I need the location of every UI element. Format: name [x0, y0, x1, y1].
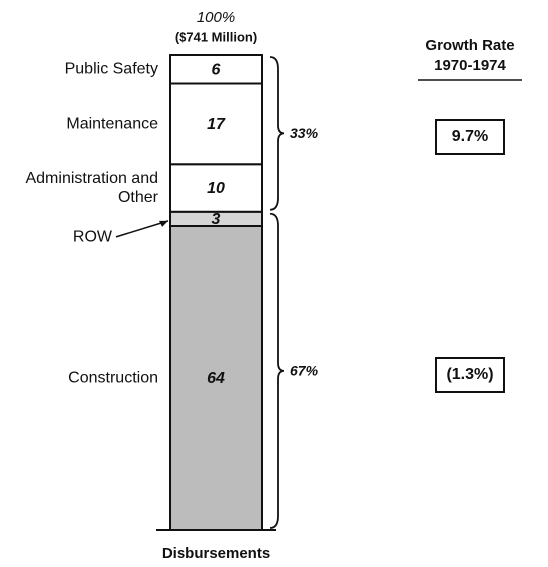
category-label: Maintenance	[66, 115, 158, 133]
category-label: Construction	[68, 369, 158, 387]
x-label: Disbursements	[162, 545, 270, 562]
total-label: 100%	[197, 9, 235, 26]
bracket	[269, 212, 285, 529]
segment-label: 3	[212, 211, 221, 228]
growth-header: 1970-1974	[434, 57, 506, 74]
arrow	[115, 220, 169, 238]
segment-label: 6	[212, 61, 221, 78]
growth-header: Growth Rate	[425, 37, 514, 54]
category-label: Administration and Other	[25, 170, 158, 206]
segment-label: 64	[207, 370, 225, 387]
bracket-label: 67%	[290, 363, 319, 379]
segment-label: 10	[207, 180, 225, 197]
bracket	[269, 56, 285, 211]
segment	[169, 82, 263, 166]
arrow-head	[159, 220, 168, 227]
segment-label: 17	[207, 116, 226, 133]
growth-rate: 9.7%	[435, 119, 505, 156]
bracket-label: 33%	[290, 125, 319, 141]
category-label: Public Safety	[64, 60, 158, 78]
segment	[169, 163, 263, 213]
category-label: ROW	[72, 228, 112, 246]
subtitle: ($741 Million)	[175, 29, 257, 44]
growth-rate: (1.3%)	[435, 356, 505, 393]
